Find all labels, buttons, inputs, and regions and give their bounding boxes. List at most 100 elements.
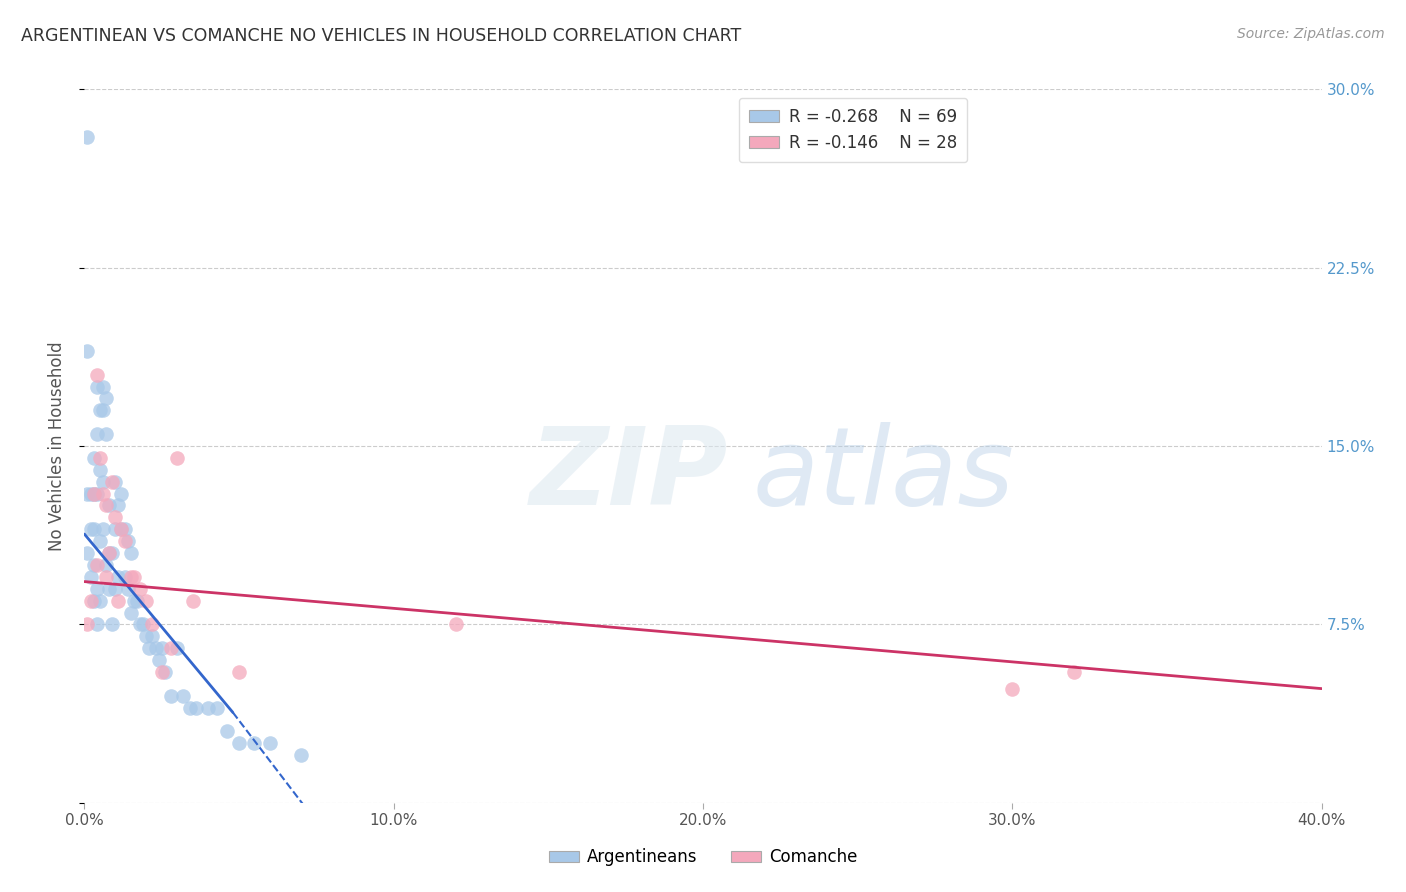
Point [94,499,117,513]
Point [76,129,98,144]
Point [290,748,312,763]
Point [160,641,183,656]
Point [83,486,105,500]
Point [135,629,157,643]
Point [184,700,207,714]
Point [94,558,117,572]
Point [148,653,170,667]
Point [120,570,142,584]
Point [83,450,105,465]
Point [98,582,121,596]
Point [76,617,98,632]
Point [86,582,108,596]
Point [166,450,188,465]
Point [86,617,108,632]
Point [98,499,121,513]
Point [110,522,132,536]
Point [122,570,145,584]
Point [107,570,129,584]
Point [79,570,101,584]
Point [104,475,127,489]
Point [172,689,194,703]
Point [86,427,108,442]
Point [166,641,188,656]
Point [94,392,117,406]
Point [129,617,152,632]
Point [150,665,173,679]
Point [132,617,155,632]
Point [98,546,121,560]
Point [125,593,148,607]
Point [89,403,111,417]
Point [104,510,127,524]
Point [114,534,136,549]
Point [179,700,201,714]
Point [150,641,173,656]
Point [228,736,250,750]
Point [207,700,229,714]
Y-axis label: No Vehicles in Household: No Vehicles in Household [48,341,66,551]
Point [91,379,114,393]
Text: Source: ZipAtlas.com: Source: ZipAtlas.com [1237,27,1385,41]
Point [228,665,250,679]
Point [1063,665,1085,679]
Point [89,534,111,549]
Point [145,641,167,656]
Point [141,617,163,632]
Point [86,558,108,572]
Point [104,582,127,596]
Point [122,593,145,607]
Point [110,486,132,500]
Point [83,522,105,536]
Point [79,486,101,500]
Point [86,379,108,393]
Point [135,593,157,607]
Point [91,486,114,500]
Point [107,593,129,607]
Point [114,522,136,536]
Point [117,582,139,596]
Point [141,629,163,643]
Point [91,475,114,489]
Point [83,558,105,572]
Text: ARGENTINEAN VS COMANCHE NO VEHICLES IN HOUSEHOLD CORRELATION CHART: ARGENTINEAN VS COMANCHE NO VEHICLES IN H… [21,27,741,45]
Point [79,593,101,607]
Point [89,463,111,477]
Text: atlas: atlas [752,422,1014,527]
Point [83,486,105,500]
Point [110,522,132,536]
Point [101,617,124,632]
Point [104,522,127,536]
Point [94,427,117,442]
Point [89,593,111,607]
Point [120,546,142,560]
Point [243,736,266,750]
Point [138,641,160,656]
Point [86,368,108,382]
Text: ZIP: ZIP [530,422,728,527]
Point [114,570,136,584]
Point [444,617,467,632]
Point [76,546,98,560]
Point [1001,681,1024,696]
Point [86,486,108,500]
Point [94,570,117,584]
Point [129,582,152,596]
Legend: Argentineans, Comanche: Argentineans, Comanche [541,842,865,873]
Point [91,403,114,417]
Point [79,522,101,536]
Point [89,450,111,465]
Point [181,593,204,607]
Point [91,522,114,536]
Point [120,606,142,620]
Point [76,486,98,500]
Point [160,689,183,703]
Point [197,700,219,714]
Point [101,546,124,560]
Point [153,665,176,679]
Point [215,724,238,739]
Point [83,593,105,607]
Point [76,343,98,358]
Point [259,736,281,750]
Point [117,534,139,549]
